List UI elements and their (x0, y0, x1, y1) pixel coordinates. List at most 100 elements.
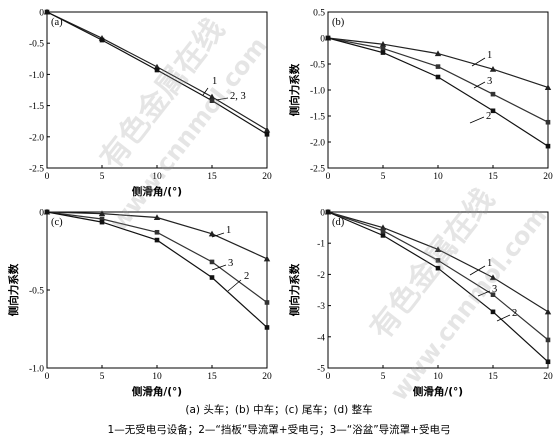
series-leader-line (227, 279, 242, 292)
x-tick-label: 15 (488, 372, 498, 382)
data-point (435, 64, 441, 69)
series-line-3 (46, 211, 268, 303)
panel-label: (c) (51, 217, 63, 228)
data-point (98, 210, 106, 217)
series-leader-line (469, 116, 485, 124)
x-tick-label: 15 (207, 172, 217, 182)
data-point (545, 119, 551, 125)
series-label: 2, 3 (230, 91, 246, 102)
data-point (380, 50, 386, 55)
data-point (264, 300, 270, 305)
y-tick-label: -1.5 (29, 102, 44, 112)
series-label: 1 (487, 258, 492, 269)
data-point (99, 216, 105, 222)
y-tick-label: -1.0 (29, 71, 44, 81)
data-point (490, 108, 496, 114)
y-tick-label: -0.5 (310, 61, 325, 71)
data-point (154, 229, 160, 235)
chart-panel-b: 0 5 10 15 20 0.5 0 -0.5 -1.0 -1.5 -2.0 -2.5 (b) 侧向力系数… (288, 9, 553, 183)
y-axis-label: 侧向力系数 (288, 63, 301, 116)
y-tick-label: -2 (317, 271, 325, 281)
series-leader-line (202, 87, 209, 96)
plot-frame (327, 211, 549, 369)
x-axis-label: 侧滑角/(°) (413, 385, 463, 398)
chart-panel-a: 0 5 10 15 20 0 -0.5 -1.0 -1.5 -2.0 -2.5 (a) 侧滑角/(°) 1… (29, 9, 272, 199)
x-tick-label: 0 (326, 172, 331, 182)
data-point (380, 233, 386, 238)
data-point (209, 98, 215, 103)
x-tick-label: 15 (488, 172, 498, 182)
data-point (264, 325, 270, 330)
x-tick-label: 20 (543, 372, 553, 382)
y-tick-label: -1.0 (310, 87, 325, 97)
data-point (209, 259, 215, 265)
series-line-23 (46, 11, 268, 135)
y-tick-label: 0 (39, 9, 44, 19)
y-tick-label: 0 (39, 209, 44, 219)
y-tick-label: -1 (317, 240, 325, 250)
plot-frame (46, 11, 268, 169)
data-point (154, 237, 160, 243)
series-line-1 (327, 37, 549, 88)
plot-frame (46, 211, 268, 369)
data-point (435, 74, 441, 80)
data-point (208, 93, 216, 100)
series-leader-line (471, 57, 486, 67)
series-label: 3 (228, 258, 233, 269)
series-label: 3 (492, 284, 497, 295)
y-tick-label: -3 (317, 302, 325, 312)
chart-panel-d: 0 5 10 15 20 0 -1 -2 -3 -4 -5 (d) 侧滑角/(°) 侧向力系数 1 3 2 (288, 209, 553, 399)
x-tick-label: 0 (326, 372, 331, 382)
data-point (545, 337, 551, 343)
x-tick-label: 20 (543, 172, 553, 182)
figure-caption-legend: 1—无受电弓设备；2—“挡板”导流罩+受电弓；3—“浴盆”导流罩+受电弓 (107, 424, 451, 436)
series-leader-line (469, 265, 486, 276)
y-tick-label: -2.0 (310, 139, 325, 149)
y-tick-label: 0.5 (313, 9, 325, 19)
data-point (154, 67, 160, 73)
y-axis-label: 侧向力系数 (288, 263, 301, 316)
y-tick-label: -2.5 (29, 165, 44, 175)
y-tick-label: -1.5 (310, 113, 325, 123)
y-tick-label: 0 (320, 209, 325, 219)
x-axis-label: 侧滑角/(°) (132, 185, 182, 198)
series-line-3 (327, 211, 549, 341)
data-point (325, 209, 331, 215)
x-tick-label: 5 (100, 172, 105, 182)
y-tick-label: -0.5 (29, 40, 44, 50)
figure-caption-panels: (a) 头车；(b) 中车；(c) 尾车；(d) 整车 (185, 404, 373, 416)
y-tick-label: -2.5 (310, 165, 325, 175)
y-tick-label: 0 (320, 35, 325, 45)
data-point (489, 274, 497, 281)
series-label: 1 (226, 225, 231, 236)
data-point (263, 255, 271, 262)
data-point (435, 265, 441, 271)
series-label: 3 (487, 76, 492, 87)
series-label: 2 (486, 111, 491, 122)
data-point (545, 143, 551, 149)
data-point (380, 46, 386, 51)
series-line-2 (327, 211, 549, 363)
data-point (544, 84, 552, 90)
data-point (44, 209, 50, 215)
panel-label: (b) (332, 17, 345, 28)
x-tick-label: 0 (45, 172, 50, 182)
data-point (264, 132, 270, 137)
data-point (544, 308, 552, 315)
x-tick-label: 0 (45, 372, 50, 382)
panel-label: (d) (332, 217, 345, 228)
y-tick-label: -0.5 (29, 287, 44, 297)
x-axis-label: 侧滑角/(°) (132, 385, 182, 398)
x-tick-label: 10 (433, 372, 443, 382)
x-tick-label: 20 (262, 172, 272, 182)
y-tick-label: -2.0 (29, 133, 44, 143)
series-line-2 (46, 211, 268, 328)
series-leader-line (496, 314, 511, 322)
plot-frame (327, 11, 549, 169)
x-tick-label: 10 (152, 372, 162, 382)
data-point (489, 66, 497, 72)
series-label: 2 (244, 271, 249, 282)
x-tick-label: 10 (433, 172, 443, 182)
